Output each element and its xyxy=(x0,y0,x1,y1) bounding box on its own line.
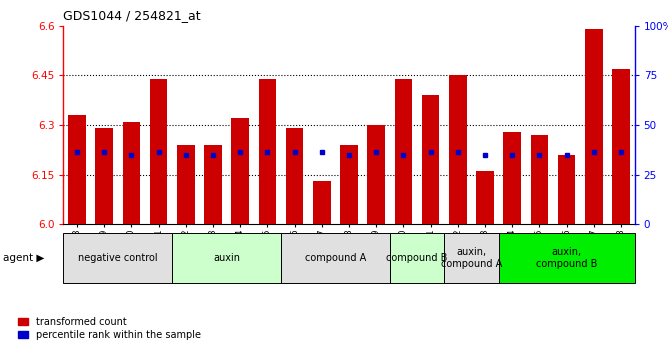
Legend: transformed count, percentile rank within the sample: transformed count, percentile rank withi… xyxy=(18,317,200,340)
Bar xyxy=(476,171,494,224)
Bar xyxy=(612,69,630,224)
Bar xyxy=(340,145,358,224)
Bar xyxy=(530,135,548,224)
Bar xyxy=(231,118,249,224)
Text: negative control: negative control xyxy=(78,253,158,263)
Bar xyxy=(177,145,194,224)
Bar xyxy=(259,79,277,224)
Bar xyxy=(286,128,303,224)
Bar xyxy=(585,29,603,224)
Text: compound A: compound A xyxy=(305,253,366,263)
Bar xyxy=(150,79,168,224)
Bar xyxy=(123,122,140,224)
Bar xyxy=(395,79,412,224)
Text: auxin: auxin xyxy=(213,253,240,263)
Text: agent ▶: agent ▶ xyxy=(3,253,45,263)
Bar xyxy=(204,145,222,224)
Text: auxin,
compound B: auxin, compound B xyxy=(536,247,597,269)
Bar xyxy=(422,95,440,224)
Bar xyxy=(68,115,86,224)
Bar xyxy=(313,181,331,224)
Bar xyxy=(367,125,385,224)
Bar xyxy=(558,155,575,224)
Text: compound B: compound B xyxy=(386,253,448,263)
Text: auxin,
compound A: auxin, compound A xyxy=(441,247,502,269)
Bar xyxy=(449,76,467,224)
Bar xyxy=(96,128,113,224)
Bar xyxy=(504,132,521,224)
Text: GDS1044 / 254821_at: GDS1044 / 254821_at xyxy=(63,9,201,22)
